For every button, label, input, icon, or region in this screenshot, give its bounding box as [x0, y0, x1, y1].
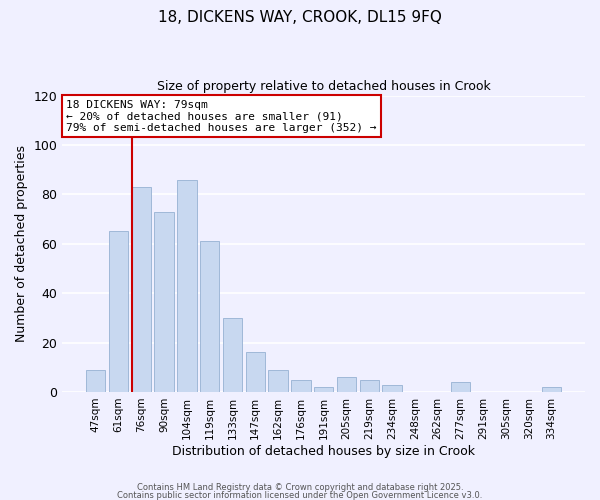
Bar — [451, 382, 470, 392]
Bar — [200, 242, 220, 392]
X-axis label: Distribution of detached houses by size in Crook: Distribution of detached houses by size … — [172, 444, 475, 458]
Bar — [337, 377, 356, 392]
Title: Size of property relative to detached houses in Crook: Size of property relative to detached ho… — [157, 80, 491, 93]
Bar — [86, 370, 106, 392]
Bar — [223, 318, 242, 392]
Text: Contains public sector information licensed under the Open Government Licence v3: Contains public sector information licen… — [118, 490, 482, 500]
Bar — [109, 232, 128, 392]
Bar — [131, 187, 151, 392]
Bar — [177, 180, 197, 392]
Text: 18 DICKENS WAY: 79sqm
← 20% of detached houses are smaller (91)
79% of semi-deta: 18 DICKENS WAY: 79sqm ← 20% of detached … — [67, 100, 377, 133]
Y-axis label: Number of detached properties: Number of detached properties — [15, 146, 28, 342]
Text: Contains HM Land Registry data © Crown copyright and database right 2025.: Contains HM Land Registry data © Crown c… — [137, 484, 463, 492]
Bar — [245, 352, 265, 392]
Bar — [382, 384, 402, 392]
Text: 18, DICKENS WAY, CROOK, DL15 9FQ: 18, DICKENS WAY, CROOK, DL15 9FQ — [158, 10, 442, 25]
Bar — [314, 387, 334, 392]
Bar — [359, 380, 379, 392]
Bar — [268, 370, 288, 392]
Bar — [291, 380, 311, 392]
Bar — [154, 212, 174, 392]
Bar — [542, 387, 561, 392]
